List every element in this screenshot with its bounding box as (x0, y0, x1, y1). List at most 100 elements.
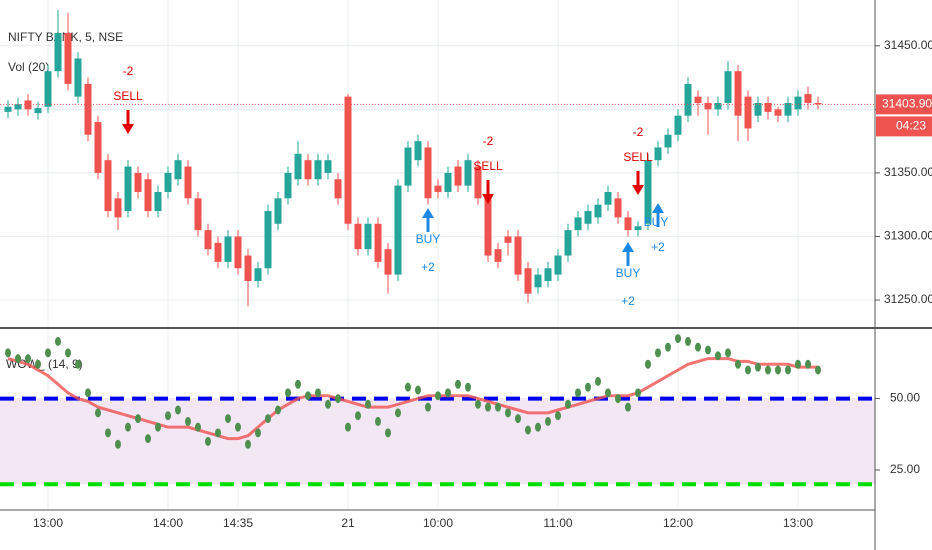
candle-body (684, 83, 692, 116)
indicator-dot (345, 422, 351, 432)
candle-body (104, 160, 112, 212)
candle-body (814, 102, 822, 105)
candle-body (254, 268, 262, 281)
level-band (0, 398, 875, 485)
indicator-dot (585, 382, 591, 392)
candle-body (164, 172, 172, 192)
indicator-dot (485, 402, 491, 412)
candle-body (734, 71, 742, 116)
candle-body (94, 122, 102, 173)
indicator-dot (785, 365, 791, 375)
candle-body (494, 249, 502, 262)
signal-arrow-head (622, 242, 634, 252)
x-tick-label: 11:00 (543, 516, 572, 530)
candle-body (674, 115, 682, 135)
indicator-dot (175, 405, 181, 415)
indicator-dot (125, 422, 131, 432)
candle-body (654, 147, 662, 161)
signal-side: SELL (473, 159, 503, 173)
countdown-box (876, 116, 932, 137)
y-tick-label: 31350.00 (884, 165, 932, 179)
indicator-dot (495, 402, 501, 412)
candle-body (694, 96, 702, 103)
indicator-dot (215, 428, 221, 438)
y-tick-label: 31300.00 (884, 229, 932, 243)
indicator-dot (135, 414, 141, 424)
signal-arrow-head (422, 208, 434, 218)
indicator-dot (65, 348, 71, 358)
indicator-dot (595, 376, 601, 386)
candle-body (14, 104, 22, 110)
indicator-dot (735, 359, 741, 369)
candle-body (574, 217, 582, 231)
candle-body (284, 172, 292, 199)
candle-body (524, 268, 532, 294)
candle-body (124, 166, 132, 212)
indicator-dot (5, 348, 11, 358)
indicator-dot (715, 351, 721, 361)
candle-body (24, 100, 32, 110)
indicator-dot (525, 425, 531, 435)
x-tick-label: 10:00 (423, 516, 453, 530)
candle-body (344, 96, 352, 224)
indicator-dot (315, 388, 321, 398)
candle-body (84, 83, 92, 135)
candle-body (374, 223, 382, 262)
candle-body (504, 236, 512, 243)
indicator-dot (335, 394, 341, 404)
candle-body (144, 179, 152, 212)
signal-qty: -2 (483, 134, 494, 148)
signal-arrow-head (122, 124, 134, 134)
indicator-dot (275, 405, 281, 415)
under-layer (0, 0, 875, 510)
candle-body (414, 141, 422, 161)
y-tick-label: 25.00 (890, 462, 920, 476)
indicator-dot (555, 411, 561, 421)
indicator-dot (115, 439, 121, 449)
signal-qty: -2 (633, 125, 644, 139)
candle-body (304, 160, 312, 180)
candle-body (614, 198, 622, 218)
indicator-dot (455, 379, 461, 389)
signal-arrow-head (482, 194, 494, 204)
candle-body (224, 236, 232, 262)
indicator-dot (465, 382, 471, 392)
candle-body (474, 166, 482, 199)
signal-side: BUY (416, 232, 441, 246)
indicator-dot (325, 399, 331, 409)
candle-body (384, 249, 392, 275)
candle-body (264, 211, 272, 269)
candle-body (424, 147, 432, 199)
y-tick-label: 50.00 (890, 391, 920, 405)
candle-body (174, 160, 182, 180)
candle-body (584, 211, 592, 224)
signal-qty: +2 (421, 260, 435, 274)
x-tick-label: 13:00 (783, 516, 813, 530)
candle-body (484, 198, 492, 256)
indicator-dot (355, 411, 361, 421)
candle-body (644, 160, 652, 224)
x-tick-label: 14:00 (153, 516, 183, 530)
indicator-dot (15, 354, 21, 364)
candle-body (754, 102, 762, 116)
candle-body (404, 147, 412, 186)
candle-body (594, 204, 602, 218)
signal-side: SELL (623, 150, 653, 164)
indicator-dot (815, 365, 821, 375)
y-tick-label: 31250.00 (884, 292, 932, 306)
indicator-dot (85, 388, 91, 398)
candle-body (204, 230, 212, 250)
indicator-dot (145, 434, 151, 444)
signal-arrow-head (632, 185, 644, 195)
indicator-dot (185, 416, 191, 426)
indicator-dot (445, 388, 451, 398)
indicator-dot (425, 402, 431, 412)
y-tick-label: 31450.00 (884, 38, 932, 52)
indicator-dot (165, 411, 171, 421)
signal-qty: -2 (123, 64, 134, 78)
indicator-dot (625, 402, 631, 412)
candle-body (364, 223, 372, 250)
indicator-dot (405, 382, 411, 392)
indicator-dot (245, 439, 251, 449)
